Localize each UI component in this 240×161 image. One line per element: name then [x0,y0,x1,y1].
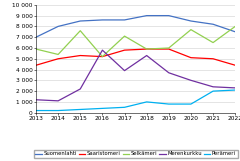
Saaristomeri [101,56,104,58]
Suomenlahti [79,20,82,22]
Line: Selkämeri: Selkämeri [36,26,235,57]
Suomenlahti [190,20,192,22]
Selkämeri [145,48,148,50]
Selkämeri [101,56,104,58]
Line: Suomenlahti: Suomenlahti [36,16,235,37]
Perämeri [234,89,237,91]
Suomenlahti [234,31,237,33]
Selkämeri [212,42,215,44]
Saaristomeri [57,58,60,60]
Suomenlahti [145,15,148,17]
Saaristomeri [234,64,237,66]
Line: Merenkurkku: Merenkurkku [36,50,235,101]
Saaristomeri [123,49,126,51]
Suomenlahti [123,19,126,21]
Suomenlahti [167,15,170,17]
Merenkurkku [212,86,215,88]
Perämeri [123,106,126,108]
Saaristomeri [35,64,37,66]
Saaristomeri [167,48,170,50]
Suomenlahti [57,25,60,27]
Perämeri [79,109,82,110]
Merenkurkku [123,70,126,72]
Merenkurkku [35,99,37,101]
Suomenlahti [101,19,104,21]
Line: Saaristomeri: Saaristomeri [36,49,235,65]
Merenkurkku [145,55,148,57]
Perämeri [190,103,192,105]
Saaristomeri [190,57,192,59]
Merenkurkku [79,88,82,90]
Perämeri [35,110,37,112]
Saaristomeri [79,55,82,57]
Legend: Suomenlahti, Saaristomeri, Selkämeri, Merenkurkku, Perämeri: Suomenlahti, Saaristomeri, Selkämeri, Me… [34,150,238,158]
Saaristomeri [212,58,215,60]
Selkämeri [57,53,60,55]
Merenkurkku [234,87,237,89]
Line: Perämeri: Perämeri [36,90,235,111]
Perämeri [212,90,215,92]
Merenkurkku [101,49,104,51]
Perämeri [57,110,60,112]
Perämeri [167,103,170,105]
Merenkurkku [190,79,192,81]
Selkämeri [234,25,237,27]
Selkämeri [79,30,82,32]
Merenkurkku [167,72,170,74]
Perämeri [101,107,104,109]
Perämeri [145,101,148,103]
Suomenlahti [35,36,37,38]
Selkämeri [35,48,37,50]
Selkämeri [123,35,126,37]
Merenkurkku [57,100,60,102]
Selkämeri [190,29,192,31]
Saaristomeri [145,48,148,50]
Suomenlahti [212,23,215,25]
Selkämeri [167,47,170,49]
